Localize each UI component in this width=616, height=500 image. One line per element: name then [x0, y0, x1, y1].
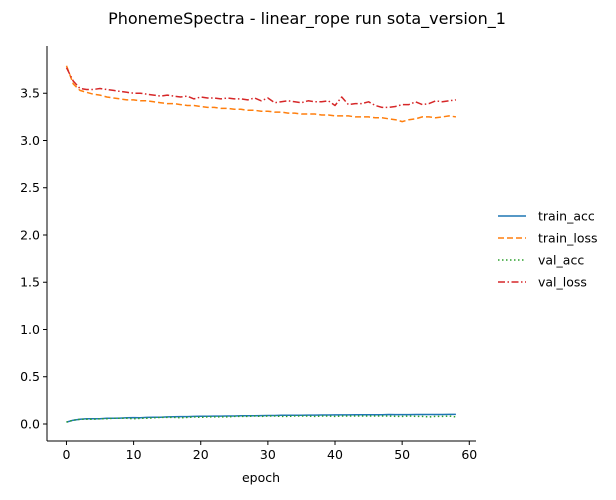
x-tick-label: 0	[62, 447, 70, 462]
x-tick-label: 40	[327, 447, 343, 462]
legend-label-train-acc: train_acc	[538, 209, 595, 224]
legend-label-train-loss: train_loss	[538, 231, 598, 246]
x-tick-label: 30	[260, 447, 276, 462]
x-axis: 0 10 20 30 40 50 60	[47, 440, 477, 462]
y-tick-label: 0.0	[20, 416, 40, 431]
plot-area	[65, 65, 457, 423]
y-tick-label: 1.5	[20, 275, 40, 290]
series-line-train-acc	[66, 413, 456, 423]
legend: train_acc train_loss val_acc val_loss	[498, 209, 598, 290]
y-tick-label: 2.5	[20, 180, 40, 195]
legend-label-val-loss: val_loss	[538, 275, 587, 290]
y-tick-label: 2.0	[20, 227, 40, 242]
legend-label-val-acc: val_acc	[538, 253, 584, 268]
x-tick-label: 10	[126, 447, 142, 462]
y-tick-label: 1.0	[20, 322, 40, 337]
y-tick-label: 3.5	[20, 86, 40, 101]
x-tick-label: 50	[394, 447, 410, 462]
y-tick-label: 3.0	[20, 133, 40, 148]
series-line-val-loss	[65, 67, 456, 109]
series-line-train-loss	[65, 65, 457, 123]
y-axis: 0.0 0.5 1.0 1.5 2.0 2.5 3.0 3.5	[20, 46, 48, 441]
series-line-val-acc	[66, 415, 456, 423]
y-tick-label: 0.5	[20, 369, 40, 384]
chart-title: PhonemeSpectra - linear_rope run sota_ve…	[108, 9, 506, 29]
x-tick-label: 60	[461, 447, 477, 462]
x-tick-label: 20	[193, 447, 209, 462]
x-axis-label: epoch	[242, 470, 280, 485]
